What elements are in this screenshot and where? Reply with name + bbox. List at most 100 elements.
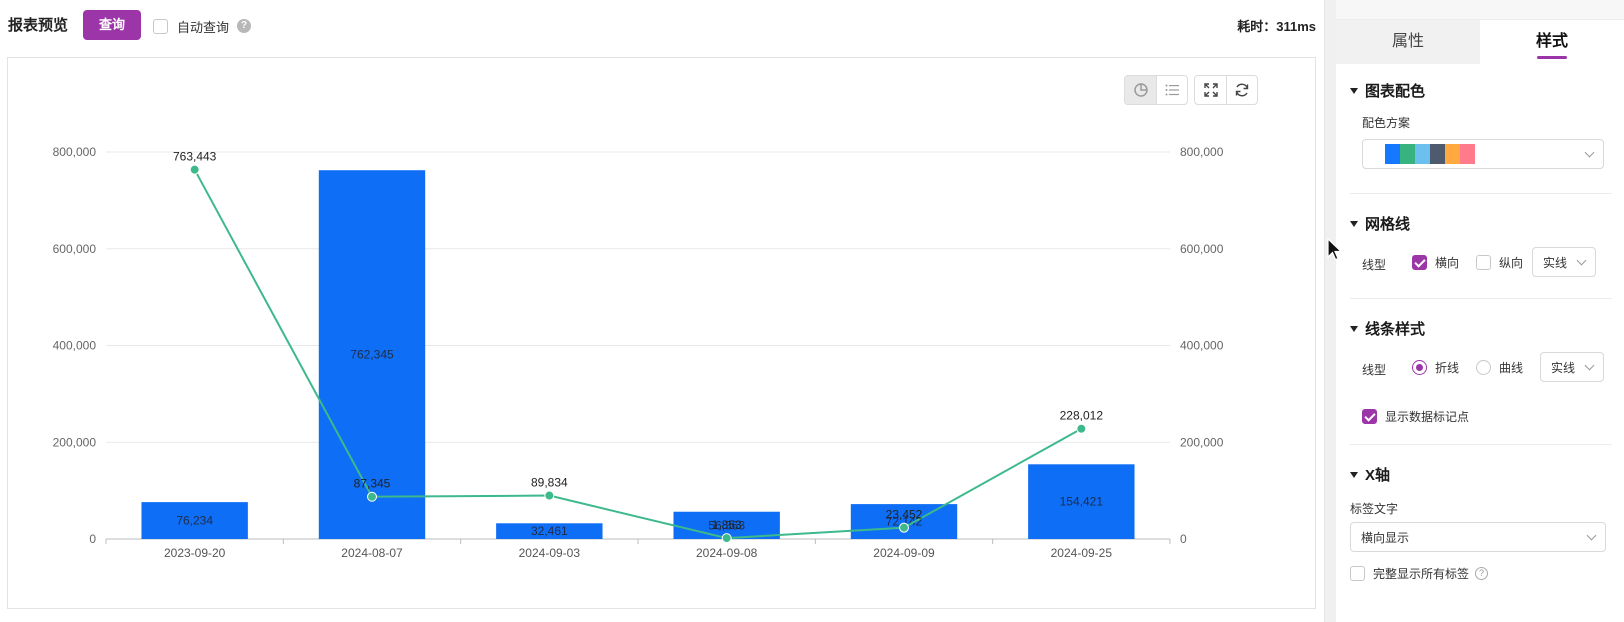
line-point (189, 164, 200, 175)
panel-splitter[interactable] (1324, 0, 1336, 622)
y-right-tick-label: 400,000 (1180, 339, 1224, 353)
bar-data-label: 32,461 (531, 524, 568, 538)
color-section-label: 图表配色 (1365, 83, 1426, 100)
line-point (721, 533, 732, 544)
polyline-label: 折线 (1435, 361, 1460, 375)
elapsed-time: 耗时：311ms (1237, 19, 1316, 34)
bar-data-label: 72,142 (886, 515, 923, 529)
color-scheme-select[interactable] (1362, 139, 1604, 169)
show-marker-option[interactable]: 显示数据标记点 (1362, 408, 1469, 425)
y-left-tick-label: 0 (89, 532, 96, 546)
table-view-icon[interactable] (1156, 76, 1187, 104)
chart-panel: 0 200,000 400,000 600,000 800,000 0 200,000 400… (7, 57, 1316, 609)
chart-actions (1194, 75, 1258, 105)
preview-header: 报表预览 查询 自动查询 ? 耗时：311ms (0, 0, 1324, 50)
y-left-tick-label: 400,000 (53, 339, 97, 353)
xaxis-section-title[interactable]: X轴 (1350, 464, 1390, 485)
line-point (1076, 423, 1087, 434)
grid-vertical-label: 纵向 (1499, 256, 1524, 270)
line-section-label: 线条样式 (1365, 321, 1426, 338)
line-data-label: 87,345 (354, 477, 391, 491)
grid-vertical-option[interactable]: 纵向 (1476, 254, 1523, 271)
line-style-value: 实线 (1551, 360, 1576, 375)
y-right-tick-label: 0 (1180, 532, 1187, 546)
grid-horizontal-label: 横向 (1435, 256, 1460, 270)
line-point (899, 522, 909, 533)
curve-radio[interactable] (1476, 360, 1491, 375)
color-swatch-5 (1445, 144, 1460, 164)
xaxis-label-display-select[interactable]: 横向显示 (1350, 522, 1606, 552)
bar (318, 170, 426, 539)
color-section-title[interactable]: 图表配色 (1350, 80, 1425, 101)
collapse-triangle-icon (1350, 87, 1358, 94)
y-left-tick-label: 800,000 (53, 145, 97, 159)
show-marker-checkbox[interactable] (1362, 409, 1377, 424)
color-swatch-1 (1385, 144, 1400, 164)
panel-tabs: 属性 样式 (1336, 20, 1624, 64)
bar (496, 523, 603, 539)
line-data-label: 228,012 (1060, 409, 1104, 423)
grid-vertical-checkbox[interactable] (1476, 255, 1491, 270)
line-section-title[interactable]: 线条样式 (1350, 318, 1425, 339)
tab-properties[interactable]: 属性 (1336, 20, 1480, 64)
auto-query-toggle[interactable]: 自动查询 ? (153, 17, 252, 35)
chart-view-icon[interactable] (1125, 76, 1156, 104)
color-swatch-3 (1415, 144, 1430, 164)
show-all-labels-checkbox[interactable] (1350, 566, 1365, 581)
line-data-label: 763,443 (173, 150, 217, 164)
report-preview: 报表预览 查询 自动查询 ? 耗时：311ms 0 200,000 400,000 6… (0, 0, 1324, 609)
fullscreen-icon[interactable] (1195, 76, 1226, 104)
y-left-tick-label: 200,000 (53, 435, 97, 449)
y-right-tick-label: 200,000 (1180, 435, 1224, 449)
line-style-select[interactable]: 实线 (1540, 352, 1604, 382)
x-tick-label: 2024-09-25 (1051, 546, 1113, 560)
query-button[interactable]: 查询 (83, 10, 141, 40)
grid-style-value: 实线 (1543, 255, 1568, 270)
view-switch (1124, 75, 1188, 105)
line-point (544, 490, 555, 501)
auto-query-label: 自动查询 (177, 19, 230, 35)
xaxis-section-label: X轴 (1365, 467, 1391, 484)
y-left-tick-label: 600,000 (53, 242, 97, 256)
xaxis-label-display-value: 横向显示 (1361, 530, 1410, 545)
bar (1028, 464, 1135, 539)
polyline-radio[interactable] (1412, 360, 1427, 375)
polyline-option[interactable]: 折线 (1412, 359, 1459, 376)
grid-horizontal-option[interactable]: 横向 (1412, 254, 1459, 271)
auto-query-checkbox[interactable] (153, 18, 168, 34)
curve-option[interactable]: 曲线 (1476, 359, 1523, 376)
chevron-down-icon (1586, 530, 1597, 541)
show-all-labels-label: 完整显示所有标签 (1373, 567, 1470, 581)
line-type-label: 线型 (1362, 363, 1387, 377)
tab-style[interactable]: 样式 (1480, 20, 1624, 64)
color-swatch-2 (1400, 144, 1415, 164)
help-icon[interactable]: ? (1475, 567, 1489, 580)
combo-chart: 0 200,000 400,000 600,000 800,000 0 200,000 400… (53, 145, 1224, 560)
bar (141, 502, 248, 539)
chevron-down-icon (1584, 360, 1595, 371)
x-tick-label: 2024-09-08 (696, 546, 758, 560)
y-right-tick-label: 600,000 (1180, 242, 1224, 256)
help-icon[interactable]: ? (237, 19, 252, 33)
bar-data-label: 762,345 (350, 348, 394, 362)
chevron-down-icon (1584, 147, 1595, 158)
show-marker-label: 显示数据标记点 (1385, 410, 1470, 424)
color-swatches (1385, 144, 1475, 164)
collapse-triangle-icon (1350, 325, 1358, 332)
grid-horizontal-checkbox[interactable] (1412, 255, 1427, 270)
grid-section-label: 网格线 (1365, 216, 1411, 233)
line-data-label: 23,452 (886, 508, 923, 522)
grid-style-select[interactable]: 实线 (1532, 247, 1596, 277)
show-all-labels-option[interactable]: 完整显示所有标签 ? (1350, 565, 1489, 582)
page-title: 报表预览 (8, 17, 69, 34)
y-right-tick-label: 800,000 (1180, 145, 1224, 159)
line-series (193, 169, 1082, 540)
line-point (367, 491, 377, 502)
refresh-icon[interactable] (1226, 76, 1257, 104)
collapse-triangle-icon (1350, 471, 1358, 478)
bar-data-label: 76,234 (176, 514, 213, 528)
bar-data-label: 154,421 (1060, 495, 1104, 509)
bar (850, 504, 958, 539)
grid-section-title[interactable]: 网格线 (1350, 213, 1410, 234)
color-swatch-6 (1460, 144, 1475, 164)
